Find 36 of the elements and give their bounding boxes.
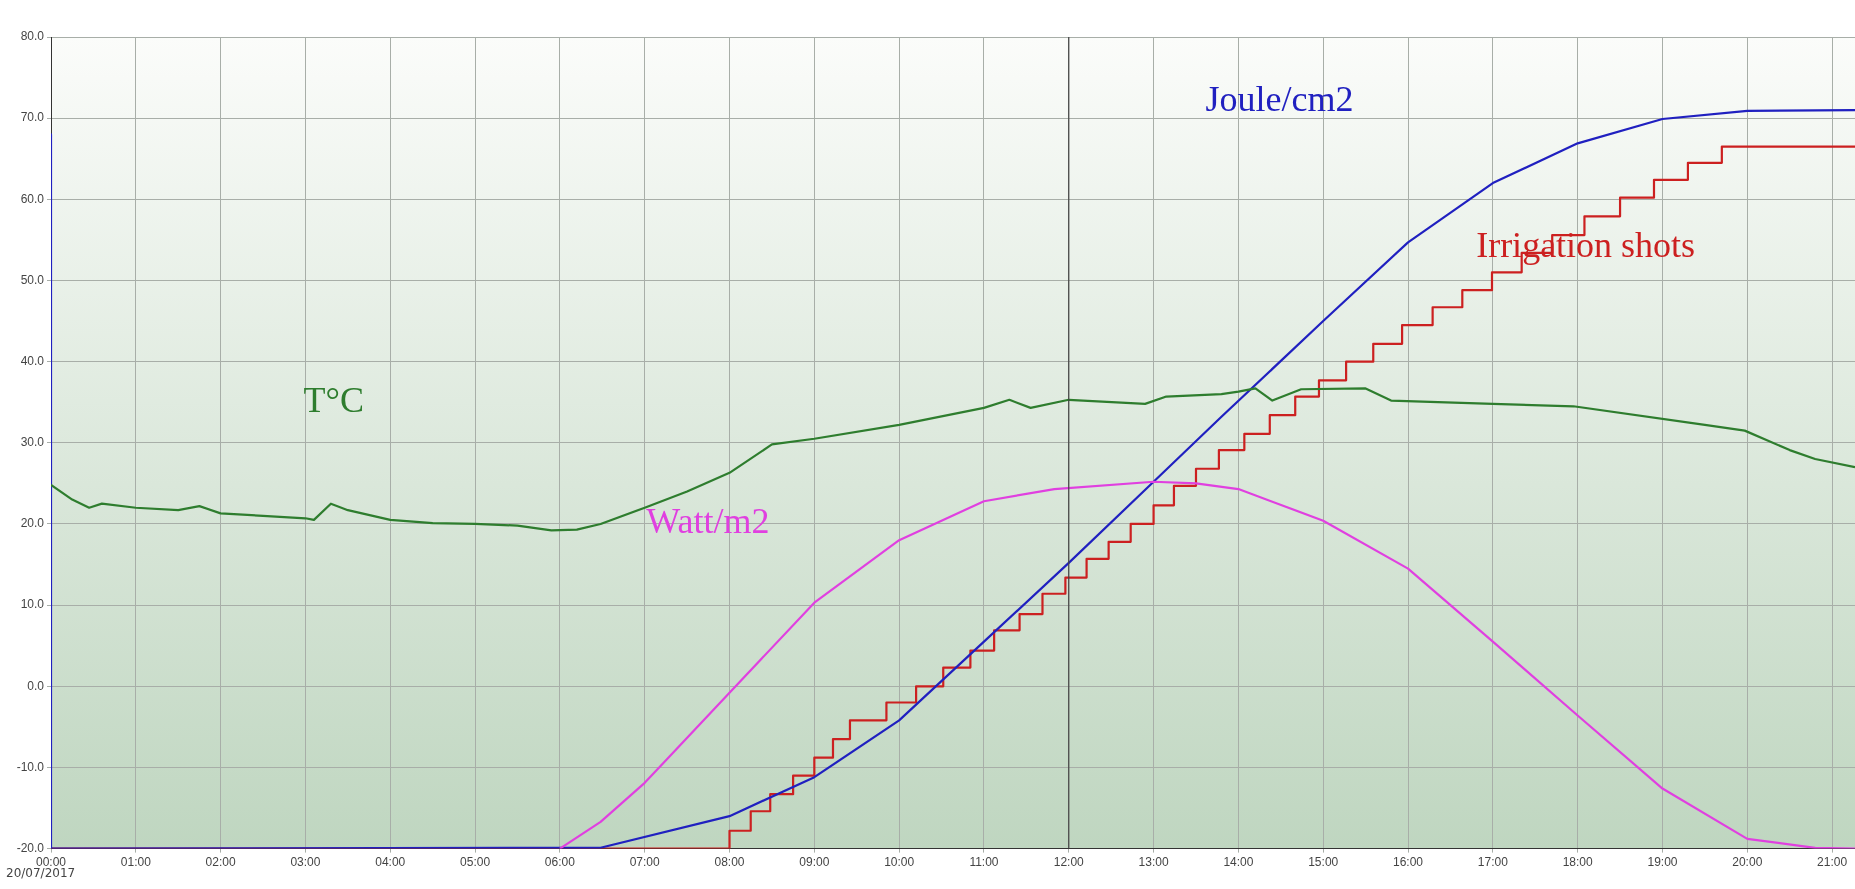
text: T°C <box>303 379 364 420</box>
x-tick-label: 16:00 <box>1393 855 1424 870</box>
y-tick-label: 40.0 <box>20 353 45 368</box>
x-tick-label: 06:00 <box>544 855 576 870</box>
y-tick-label: 20.0 <box>20 516 45 531</box>
x-tick-label: 07:00 <box>629 855 661 870</box>
y-tick-label: -20.0 <box>16 840 45 855</box>
y-tick-label: 80.0 <box>20 29 45 44</box>
text: Watt/m2 <box>646 501 770 542</box>
x-tick-label: 12:00 <box>1053 855 1085 870</box>
y-tick-label: 70.0 <box>20 110 45 125</box>
x-tick-label: 15:00 <box>1308 855 1339 870</box>
x-tick-label: 18:00 <box>1562 855 1593 870</box>
x-tick-label: 17:00 <box>1477 855 1509 870</box>
x-tick-label: 20:00 <box>1732 855 1763 870</box>
x-tick-label: 21:00 <box>1817 855 1848 870</box>
x-tick-label: 19:00 <box>1647 855 1678 870</box>
y-tick-label: 50.0 <box>20 272 45 287</box>
y-tick-label: 10.0 <box>20 597 45 612</box>
x-tick-label: 10:00 <box>884 855 915 870</box>
y-tick-label: 0.0 <box>27 678 45 693</box>
x-tick-label: 09:00 <box>799 855 830 870</box>
x-tick-label: 02:00 <box>205 855 236 870</box>
y-tick-label: 60.0 <box>20 191 45 206</box>
y-tick-label: 30.0 <box>20 435 45 450</box>
x-tick-label: 04:00 <box>375 855 406 870</box>
x-tick-label: 05:00 <box>460 855 491 870</box>
text: 20/07/2017 <box>6 865 76 880</box>
x-tick-label: 11:00 <box>969 855 999 870</box>
x-tick-label: 13:00 <box>1138 855 1169 870</box>
y-tick-label: -10.0 <box>16 759 45 774</box>
x-tick-label: 01:00 <box>120 855 152 870</box>
text: Joule/cm2 <box>1205 79 1354 120</box>
x-tick-label: 14:00 <box>1223 855 1254 870</box>
x-tick-label: 03:00 <box>290 855 321 870</box>
x-tick-label: 08:00 <box>714 855 745 870</box>
